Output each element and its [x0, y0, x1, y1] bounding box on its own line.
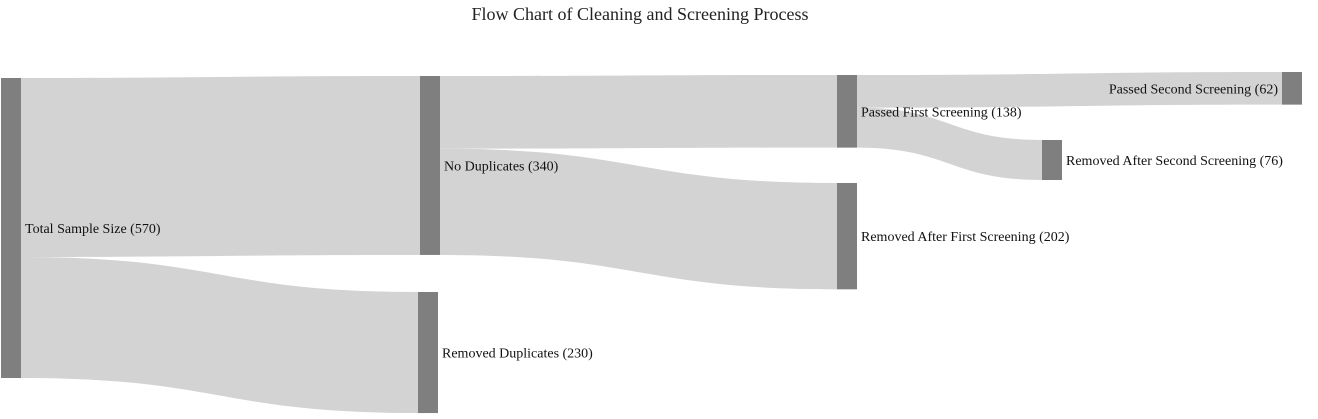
node-label-total: Total Sample Size (570) [25, 222, 161, 237]
link-passed_first-to-passed_second [857, 72, 1282, 108]
node-label-passed_first: Passed First Screening (138) [861, 105, 1022, 120]
node-nodup [420, 76, 440, 255]
node-label-passed_second: Passed Second Screening (62) [1109, 82, 1278, 97]
chart-title: Flow Chart of Cleaning and Screening Pro… [472, 4, 809, 24]
node-label-nodup: No Duplicates (340) [444, 159, 559, 174]
node-removed_second [1042, 140, 1062, 180]
node-label-removed_first: Removed After First Screening (202) [861, 230, 1070, 245]
link-nodup-to-passed_first [440, 75, 837, 149]
link-nodup-to-removed_first [440, 148, 837, 290]
link-total-to-removed_dup [21, 256, 418, 414]
sankey-nodes [1, 72, 1302, 414]
node-removed_dup [418, 292, 438, 414]
link-passed_first-to-removed_second [857, 107, 1042, 180]
node-passed_second [1282, 72, 1302, 105]
node-passed_first [837, 75, 857, 148]
node-label-removed_dup: Removed Duplicates (230) [442, 347, 593, 362]
node-total [1, 78, 21, 378]
node-label-removed_second: Removed After Second Screening (76) [1066, 154, 1283, 169]
link-total-to-nodup [21, 76, 420, 257]
sankey-links [21, 72, 1282, 414]
node-removed_first [837, 183, 857, 290]
sankey-labels: Total Sample Size (570) No Duplicates (34… [25, 82, 1283, 361]
